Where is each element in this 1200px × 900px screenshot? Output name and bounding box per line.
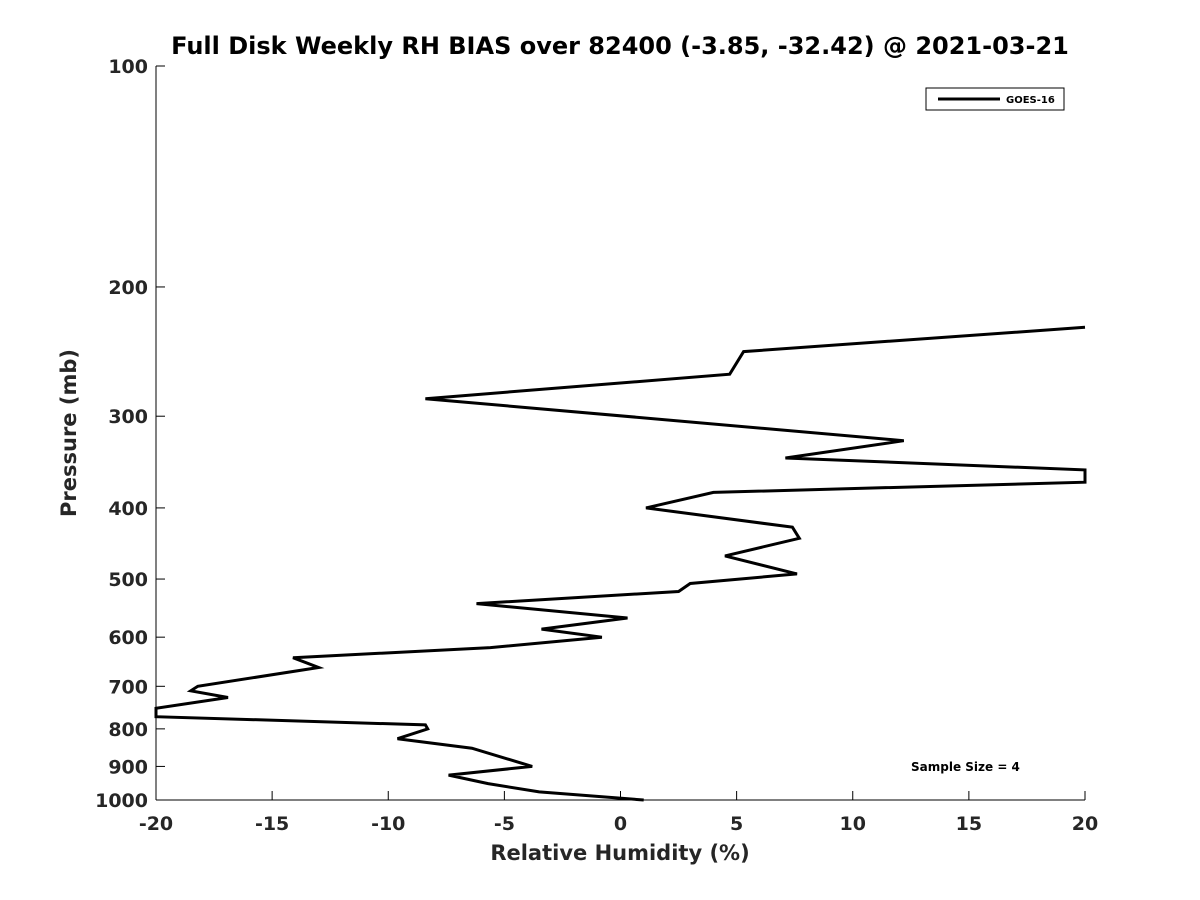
y-tick-label: 900 xyxy=(108,756,148,778)
x-tick-label: 0 xyxy=(614,813,627,835)
y-tick-label: 400 xyxy=(108,498,148,520)
x-axis-label: Relative Humidity (%) xyxy=(490,841,749,865)
y-tick-label: 800 xyxy=(108,719,148,741)
y-tick-label: 100 xyxy=(108,56,148,78)
x-tick-label: -20 xyxy=(139,813,173,835)
y-axis-label: Pressure (mb) xyxy=(57,349,81,517)
chart-title: Full Disk Weekly RH BIAS over 82400 (-3.… xyxy=(171,32,1069,60)
x-tick-label: 5 xyxy=(730,813,743,835)
legend-entry-goes-16: GOES-16 xyxy=(1006,95,1055,106)
series-line-goes-16 xyxy=(154,325,1087,802)
y-tick-label: 200 xyxy=(108,277,148,299)
y-tick-label: 1000 xyxy=(95,790,148,812)
y-tick-label: 600 xyxy=(108,627,148,649)
x-tick-label: -10 xyxy=(371,813,405,835)
x-axis-ticks: -20 -15 -10 -5 0 5 10 15 20 xyxy=(139,791,1098,835)
y-tick-label: 500 xyxy=(108,569,148,591)
x-tick-label: -5 xyxy=(494,813,515,835)
y-tick-label: 300 xyxy=(108,406,148,428)
y-axis-ticks: 100 200 300 400 500 600 700 800 900 1000 xyxy=(95,56,165,812)
y-tick-label: 700 xyxy=(108,676,148,698)
legend: GOES-16 xyxy=(925,87,1065,111)
x-tick-label: 20 xyxy=(1072,813,1098,835)
sample-size-annotation: Sample Size = 4 xyxy=(911,760,1020,774)
x-tick-label: 15 xyxy=(956,813,982,835)
x-tick-label: 10 xyxy=(840,813,866,835)
x-tick-label: -15 xyxy=(255,813,289,835)
